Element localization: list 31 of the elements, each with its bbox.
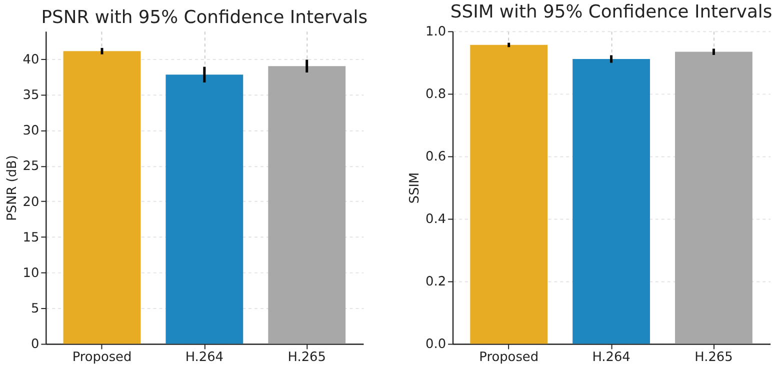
x-tick-label: Proposed <box>72 350 132 366</box>
x-tick-label: Proposed <box>479 350 539 366</box>
y-tick-label: 0.2 <box>426 274 446 290</box>
y-tick-label: 0.4 <box>426 212 446 228</box>
y-tick-label: 20 <box>22 194 40 210</box>
x-tick-label: H.265 <box>288 350 326 366</box>
y-tick-label: 10 <box>22 266 40 282</box>
y-tick-label: 5 <box>30 302 40 317</box>
y-tick-label: 30 <box>22 124 40 139</box>
y-axis-title: PSNR (dB) <box>4 155 20 221</box>
bar <box>268 66 346 344</box>
y-tick-label: 0 <box>30 337 40 352</box>
y-tick-label: 35 <box>22 88 40 104</box>
y-axis-title: SSIM <box>408 172 423 204</box>
y-tick-label: 0.0 <box>426 337 446 352</box>
bar <box>675 52 752 344</box>
x-tick-label: H.265 <box>694 350 733 366</box>
y-tick-label: 25 <box>22 159 40 174</box>
y-tick-label: 0.6 <box>426 150 446 165</box>
y-tick-label: 15 <box>22 230 40 246</box>
x-tick-label: H.264 <box>185 350 224 366</box>
bar <box>572 58 650 344</box>
y-tick-label: 1.0 <box>426 24 446 40</box>
x-tick-label: H.264 <box>592 350 630 366</box>
chart-title: SSIM with 95% Confidence Intervals <box>450 1 772 22</box>
bar <box>470 44 548 344</box>
chart-title: PSNR with 95% Confidence Intervals <box>41 7 368 28</box>
y-tick-label: 40 <box>22 52 40 68</box>
bar <box>63 51 141 344</box>
y-tick-label: 0.8 <box>426 87 446 102</box>
bar <box>166 74 244 344</box>
